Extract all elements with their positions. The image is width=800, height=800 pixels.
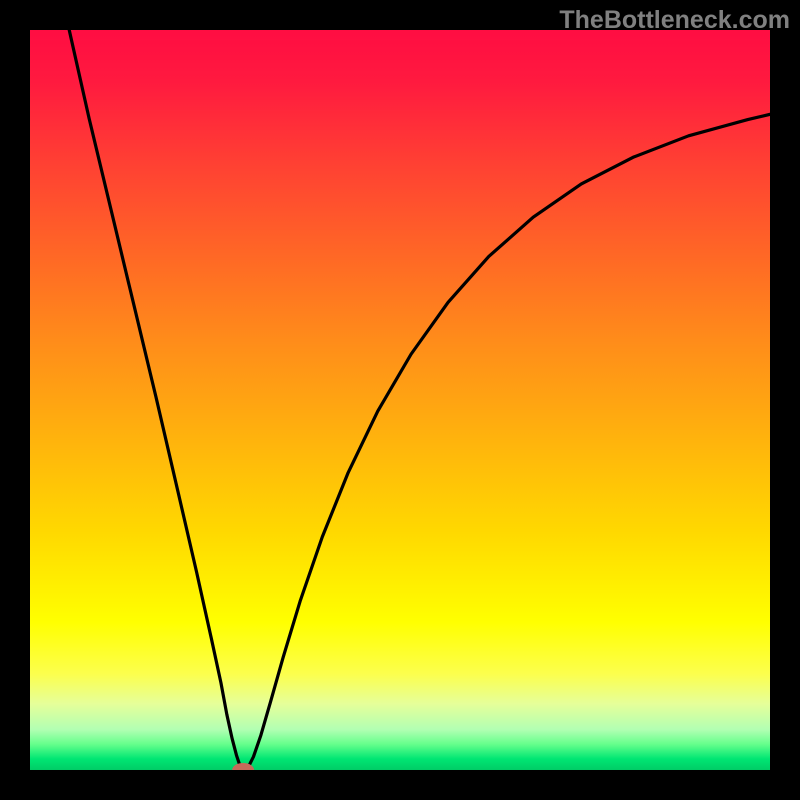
chart-svg-layer xyxy=(30,30,770,770)
bottleneck-curve xyxy=(69,30,770,769)
watermark-text: TheBottleneck.com xyxy=(559,6,790,35)
plot-area xyxy=(30,30,770,770)
bottleneck-chart: TheBottleneck.com xyxy=(0,0,800,800)
